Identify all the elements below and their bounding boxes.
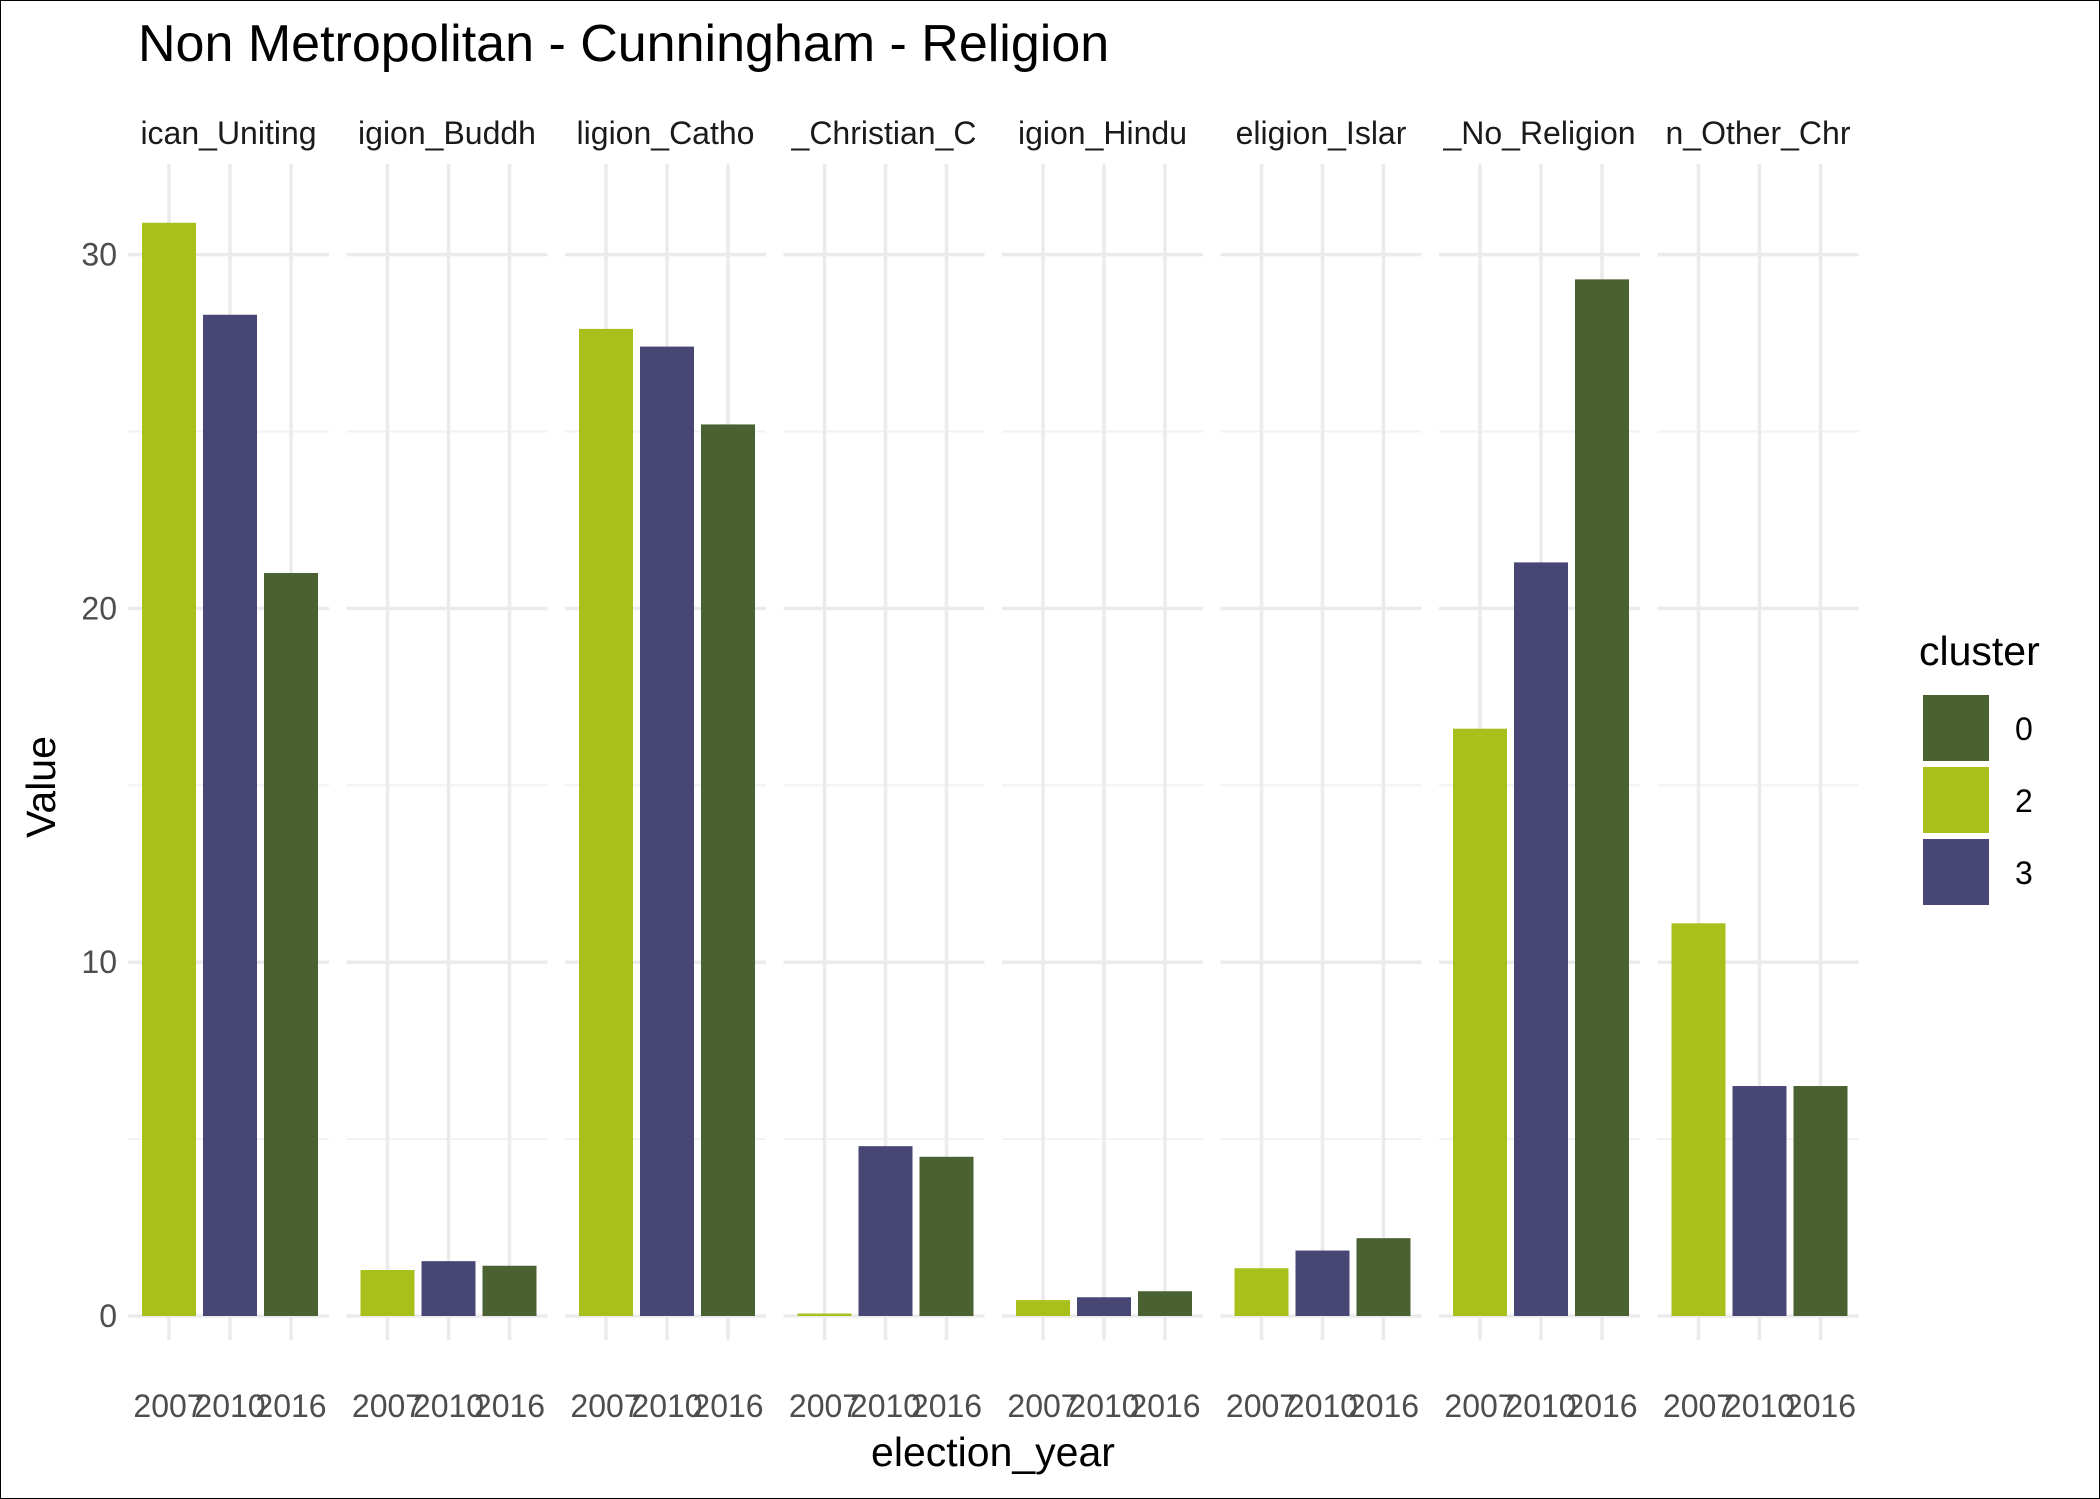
x-tick-label: 2010 — [631, 1388, 702, 1424]
facet-strip-label: igion_Hindu — [1018, 115, 1187, 151]
x-tick-label: 2007 — [1663, 1388, 1734, 1424]
legend-swatch — [1923, 695, 1989, 761]
bar — [1453, 728, 1507, 1316]
legend-label: 0 — [2015, 711, 2033, 747]
x-tick-label: 2010 — [194, 1388, 265, 1424]
bar — [640, 346, 694, 1316]
facet-strip-label: ican_Uniting — [140, 115, 316, 151]
bar — [797, 1313, 852, 1316]
x-tick-label: 2007 — [789, 1388, 860, 1424]
y-axis-title: Value — [18, 736, 64, 838]
bar — [142, 222, 196, 1316]
y-tick-label: 10 — [81, 944, 117, 980]
bar — [1514, 562, 1568, 1316]
bar — [579, 328, 633, 1316]
bar — [919, 1156, 974, 1316]
bar — [1732, 1086, 1787, 1316]
bar — [264, 573, 318, 1316]
x-tick-label: 2007 — [133, 1388, 204, 1424]
bar — [858, 1146, 913, 1316]
x-tick-label: 2010 — [850, 1388, 921, 1424]
facet-panels: ican_Uniting200720102016igion_Buddh20072… — [128, 115, 1859, 1424]
bar — [1671, 923, 1726, 1316]
x-tick-label: 2016 — [255, 1388, 326, 1424]
x-tick-label: 2016 — [1348, 1388, 1419, 1424]
bar — [482, 1265, 537, 1316]
facet-strip-label: eligion_Islar — [1236, 115, 1407, 151]
bar — [701, 424, 755, 1316]
bar — [1016, 1300, 1070, 1316]
x-tick-label: 2016 — [1566, 1388, 1637, 1424]
legend: cluster 0 2 3 — [1919, 628, 2040, 905]
x-tick-label: 2016 — [1129, 1388, 1200, 1424]
chart-title: Non Metropolitan - Cunningham - Religion — [138, 15, 1109, 73]
x-tick-label: 2010 — [413, 1388, 484, 1424]
legend-title: cluster — [1919, 628, 2040, 674]
facet-strip-label: _No_Religion — [1442, 115, 1635, 151]
x-tick-label: 2010 — [1505, 1388, 1576, 1424]
x-tick-label: 2016 — [692, 1388, 763, 1424]
facet-strip-label: n_Other_Chr — [1666, 115, 1851, 151]
legend-swatch — [1923, 767, 1989, 833]
y-tick-label: 20 — [81, 590, 117, 626]
x-tick-label: 2007 — [570, 1388, 641, 1424]
legend-label: 3 — [2015, 855, 2033, 891]
bar — [1077, 1297, 1131, 1316]
legend-label: 2 — [2015, 783, 2033, 819]
x-tick-label: 2016 — [911, 1388, 982, 1424]
bar — [1138, 1291, 1192, 1316]
bar — [360, 1270, 415, 1316]
bar — [1575, 279, 1629, 1317]
bar — [421, 1261, 476, 1316]
y-tick-label: 0 — [99, 1298, 117, 1334]
x-tick-label: 2016 — [1785, 1388, 1856, 1424]
legend-swatch — [1923, 839, 1989, 905]
x-tick-label: 2010 — [1287, 1388, 1358, 1424]
y-tick-label: 30 — [81, 237, 117, 273]
bar — [1356, 1238, 1411, 1316]
x-tick-label: 2007 — [1444, 1388, 1515, 1424]
bar — [1295, 1250, 1350, 1316]
x-tick-label: 2007 — [352, 1388, 423, 1424]
bar — [203, 314, 257, 1317]
facet-strip-label: ligion_Catho — [577, 115, 755, 151]
x-tick-label: 2007 — [1007, 1388, 1078, 1424]
y-axis-ticks: 0 10 20 30 — [81, 237, 117, 1334]
x-tick-label: 2007 — [1226, 1388, 1297, 1424]
bar — [1234, 1268, 1289, 1316]
x-tick-label: 2016 — [474, 1388, 545, 1424]
x-axis-title: election_year — [871, 1429, 1115, 1475]
x-tick-label: 2010 — [1724, 1388, 1795, 1424]
x-tick-label: 2010 — [1068, 1388, 1139, 1424]
bar — [1793, 1086, 1848, 1316]
facet-strip-label: igion_Buddh — [358, 115, 536, 151]
facet-strip-label: _Christian_C — [791, 115, 977, 151]
